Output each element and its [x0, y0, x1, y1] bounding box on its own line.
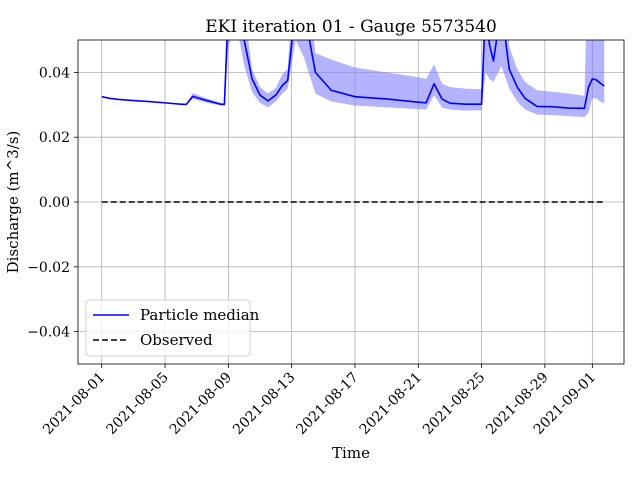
- y-tick-label: 0.02: [39, 130, 70, 146]
- legend-box: [85, 299, 251, 357]
- y-tick-label: −0.04: [27, 325, 70, 341]
- y-axis-label: Discharge (m^3/s): [4, 131, 22, 274]
- uncertainty-band-layer: [101, 40, 605, 118]
- series-layer: [101, 40, 605, 203]
- chart-title: EKI iteration 01 - Gauge 5573540: [205, 17, 497, 37]
- x-axis-label: Time: [332, 444, 370, 462]
- legend-observed-label: Observed: [140, 331, 213, 349]
- legend-median-label: Particle median: [140, 306, 260, 324]
- y-tick-label: 0.00: [39, 195, 70, 211]
- uncertainty-band: [101, 40, 605, 118]
- legend: Particle median Observed: [85, 299, 260, 357]
- median-line: [101, 40, 605, 110]
- y-tick-label: 0.04: [39, 65, 70, 81]
- y-tick-label: −0.02: [27, 260, 70, 276]
